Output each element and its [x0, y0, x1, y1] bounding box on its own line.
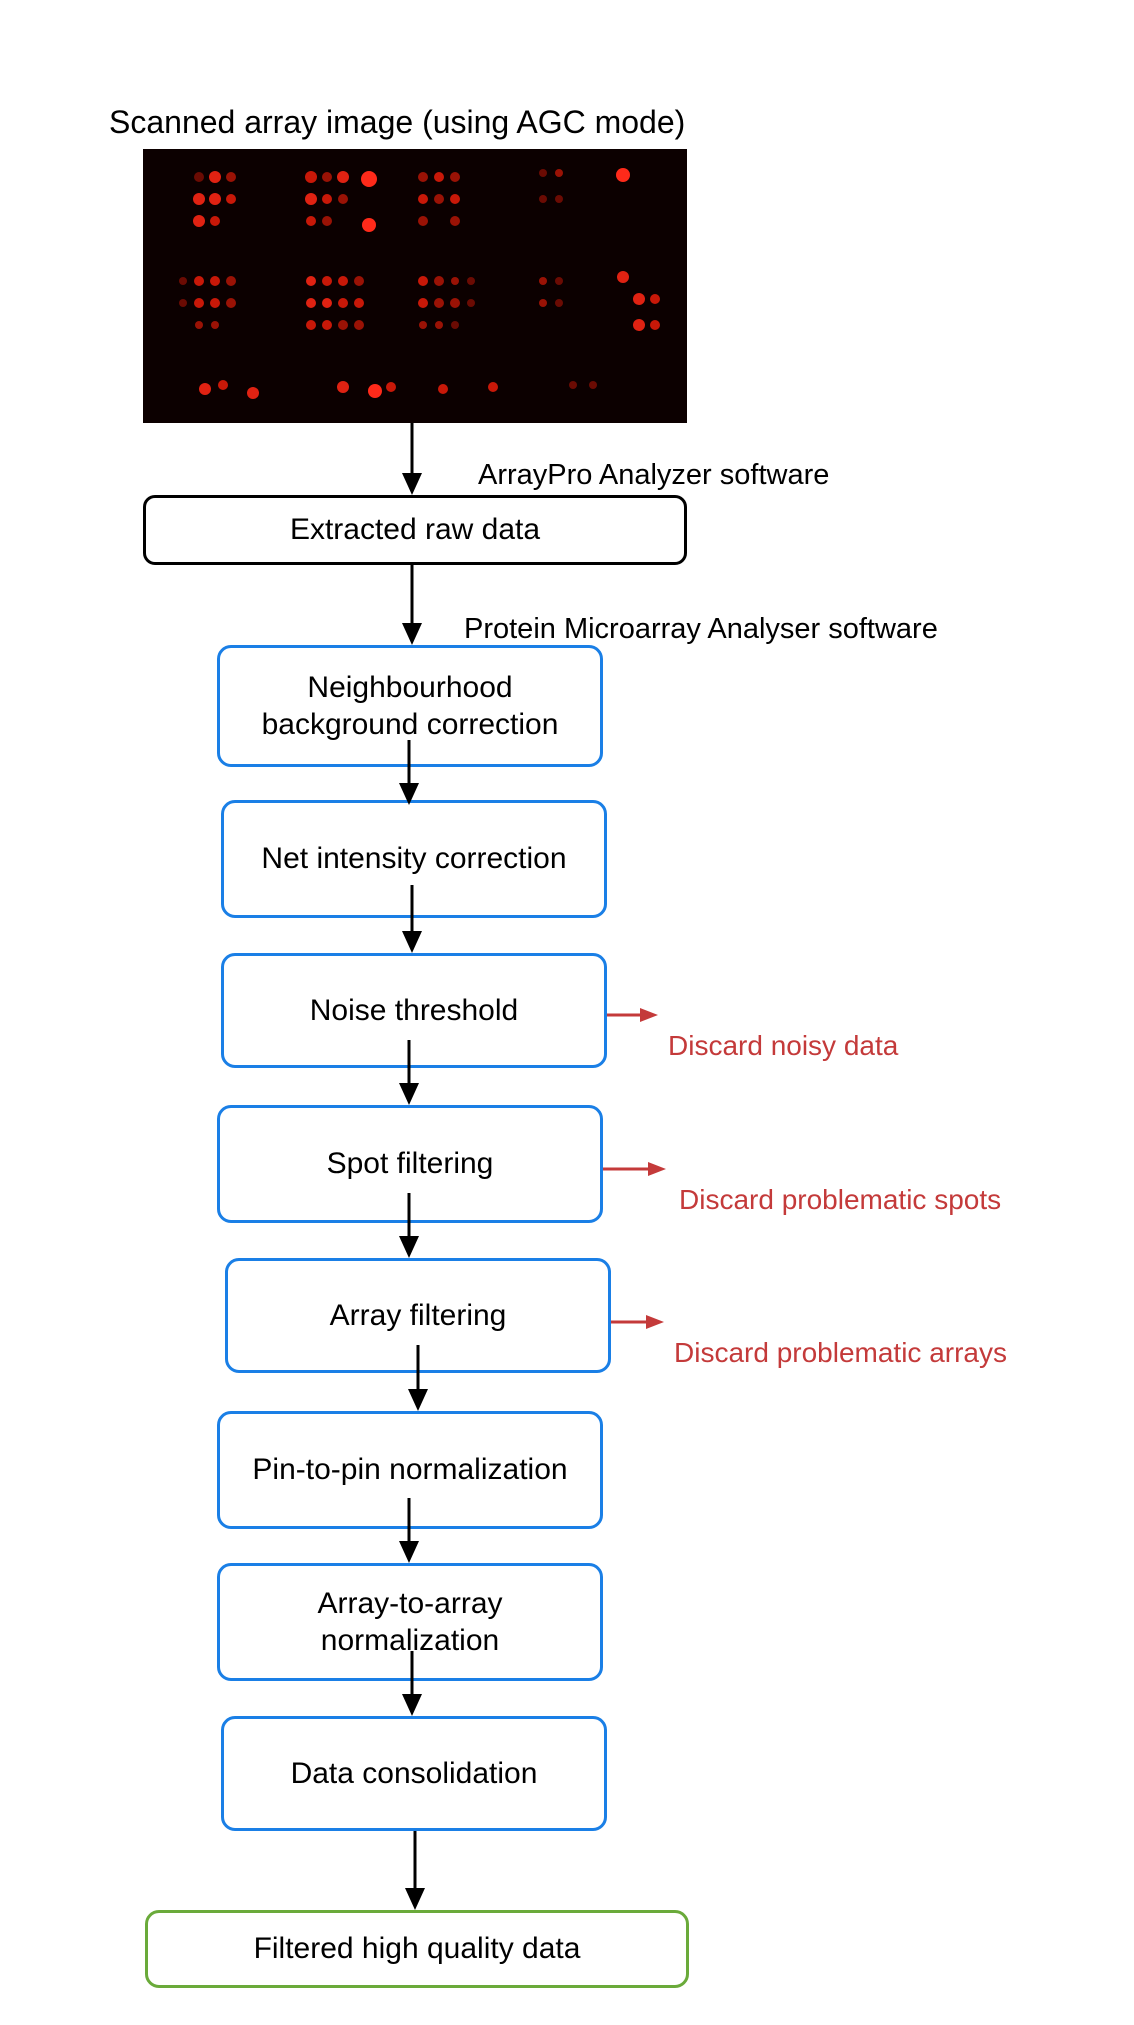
arrow-down-3: [402, 885, 422, 953]
page-title: Scanned array image (using AGC mode): [109, 104, 685, 141]
arrow-down-6: [408, 1345, 428, 1411]
array-dots-svg: [143, 149, 687, 423]
arrow-down-9: [405, 1831, 425, 1910]
discard-arrow-2: [611, 1315, 664, 1329]
scanned-array-image: [143, 149, 687, 423]
discard-arrow-1: [603, 1162, 666, 1176]
discard-label-1: Discard problematic spots: [679, 1184, 1001, 1216]
node-filtered: Filtered high quality data: [145, 1910, 689, 1988]
side-label-0: ArrayPro Analyzer software: [478, 459, 829, 492]
discard-label-2: Discard problematic arrays: [674, 1337, 1007, 1369]
arrow-down-5: [399, 1193, 419, 1258]
arrow-down-1: [402, 565, 422, 645]
node-datac: Data consolidation: [221, 1716, 607, 1831]
arrow-down-4: [399, 1040, 419, 1105]
arrow-down-7: [399, 1498, 419, 1563]
side-label-1: Protein Microarray Analyser software: [464, 613, 938, 646]
arrow-down-0: [402, 423, 422, 495]
discard-label-0: Discard noisy data: [668, 1030, 898, 1062]
arrow-down-8: [402, 1651, 422, 1716]
node-extracted: Extracted raw data: [143, 495, 687, 565]
discard-arrow-0: [607, 1008, 658, 1022]
arrow-down-2: [399, 740, 419, 805]
